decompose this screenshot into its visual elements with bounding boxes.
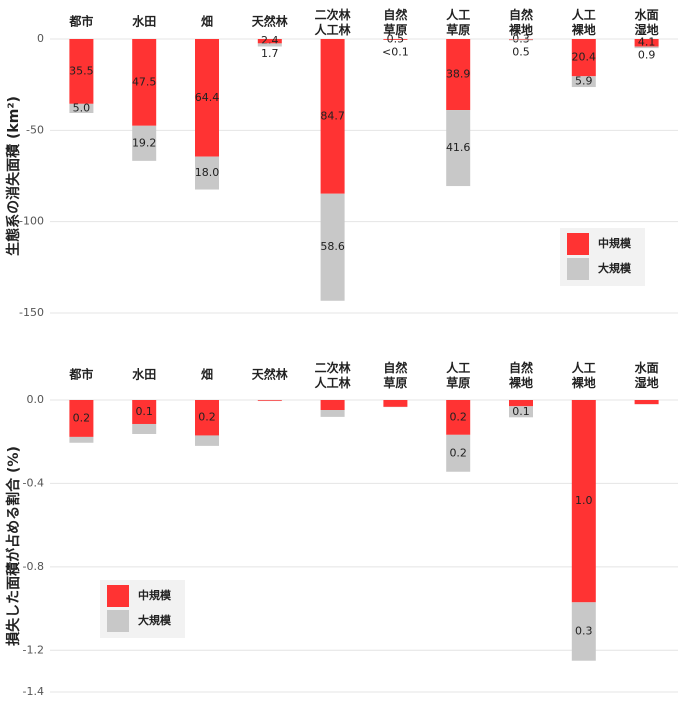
data-label: 58.6 [320, 240, 345, 253]
x-tick-label: 都市 [68, 14, 93, 29]
x-tick-line: 人工林 [315, 375, 351, 390]
x-tick-line: 人工 [446, 360, 470, 375]
x-tick-line: 水面 [635, 360, 659, 375]
data-label: 5.9 [575, 75, 593, 88]
x-tick-label: 自然草原 [383, 360, 407, 390]
y-tick-label: -1.4 [23, 685, 44, 698]
x-tick-line: 自然 [509, 360, 533, 375]
x-tick-label: 天然林 [252, 14, 288, 29]
x-tick-line: 二次林 [315, 7, 351, 22]
y-axis-label: 損失した面積が占める割合 (%) [5, 446, 22, 646]
x-tick-label: 畑 [201, 368, 213, 382]
data-label: 0.1 [135, 405, 153, 418]
data-label: 0.2 [198, 411, 216, 424]
bar-segment [321, 400, 345, 410]
legend-label: 大規模 [598, 261, 632, 275]
data-label: 1.0 [575, 494, 593, 507]
x-tick-line: 人工 [572, 360, 596, 375]
legend-label: 中規模 [138, 588, 172, 602]
bar-segment [69, 437, 93, 443]
x-tick-line: 草原 [383, 375, 407, 390]
bar-segment [509, 40, 533, 41]
legend-swatch [567, 258, 589, 280]
x-tick-label: 自然裸地 [509, 360, 533, 390]
x-tick-line: 自然 [509, 7, 533, 22]
x-tick-label: 二次林人工林 [315, 7, 351, 37]
bar-segment [383, 400, 407, 407]
x-tick-label: 畑 [201, 15, 213, 29]
data-label: 47.5 [132, 75, 157, 88]
legend-swatch [107, 610, 129, 632]
data-label: 0.5 [512, 45, 530, 58]
y-tick-label: 0 [37, 32, 44, 45]
y-tick-label: -100 [19, 215, 44, 228]
x-tick-line: 湿地 [635, 22, 659, 37]
data-label: 0.2 [449, 410, 467, 423]
y-tick-label: -0.4 [23, 476, 44, 489]
legend-swatch [567, 233, 589, 255]
y-tick-label: -150 [19, 306, 44, 319]
x-tick-label: 人工草原 [446, 360, 470, 390]
x-tick-label: 二次林人工林 [315, 360, 351, 390]
x-tick-line: 二次林 [315, 360, 351, 375]
x-tick-label: 天然林 [252, 367, 288, 382]
legend-label: 中規模 [598, 236, 632, 250]
data-label: 18.0 [195, 166, 220, 179]
data-label: 35.5 [69, 64, 94, 77]
data-label: 0.1 [512, 405, 530, 418]
x-tick-line: 人工 [446, 7, 470, 22]
bar-segment [195, 435, 219, 445]
bar-segment [635, 400, 659, 404]
x-tick-label: 水田 [132, 14, 156, 29]
data-label: 0.2 [449, 446, 467, 459]
x-tick-line: 草原 [446, 375, 470, 390]
x-tick-line: 自然 [383, 7, 407, 22]
data-label: 64.4 [195, 91, 220, 104]
x-tick-line: 水面 [635, 7, 659, 22]
x-tick-label: 人工草原 [446, 7, 470, 37]
data-label: 84.7 [320, 109, 345, 122]
x-tick-line: 人工 [572, 7, 596, 22]
legend-swatch [107, 585, 129, 607]
data-label: 5.0 [73, 101, 91, 114]
x-tick-label: 水面湿地 [635, 7, 659, 37]
x-tick-line: 草原 [446, 22, 470, 37]
data-label: <0.1 [382, 45, 409, 58]
x-tick-line: 裸地 [572, 22, 596, 37]
x-tick-line: 湿地 [635, 375, 659, 390]
bar-segment [321, 410, 345, 417]
bar-segment [258, 43, 282, 46]
bar-segment [258, 400, 282, 401]
x-tick-line: 裸地 [572, 375, 596, 390]
x-tick-label: 人工裸地 [572, 360, 596, 390]
data-label: 0.3 [575, 625, 593, 638]
data-label: 0.9 [638, 49, 656, 62]
y-tick-label: -50 [26, 123, 44, 136]
data-label: 41.6 [446, 141, 471, 154]
data-label: 20.4 [572, 51, 597, 64]
y-tick-label: -0.8 [23, 560, 44, 573]
y-tick-label: -1.2 [23, 643, 44, 656]
data-label: 0.3 [512, 32, 530, 45]
y-axis-label: 生態系の消失面積 (km²) [5, 96, 22, 256]
x-tick-line: 自然 [383, 360, 407, 375]
x-tick-line: 人工林 [315, 22, 351, 37]
x-tick-label: 都市 [68, 367, 93, 382]
data-label: 1.7 [261, 47, 279, 60]
x-tick-label: 水田 [132, 367, 156, 382]
data-label: 0.5 [387, 32, 405, 45]
data-label: 0.2 [73, 411, 91, 424]
legend-label: 大規模 [138, 613, 172, 627]
y-tick-label: 0.0 [27, 393, 45, 406]
data-label: 19.2 [132, 136, 157, 149]
x-tick-label: 人工裸地 [572, 7, 596, 37]
x-tick-label: 水面湿地 [635, 360, 659, 390]
x-tick-line: 裸地 [509, 375, 533, 390]
data-label: 38.9 [446, 68, 471, 81]
bar-segment [132, 424, 156, 434]
